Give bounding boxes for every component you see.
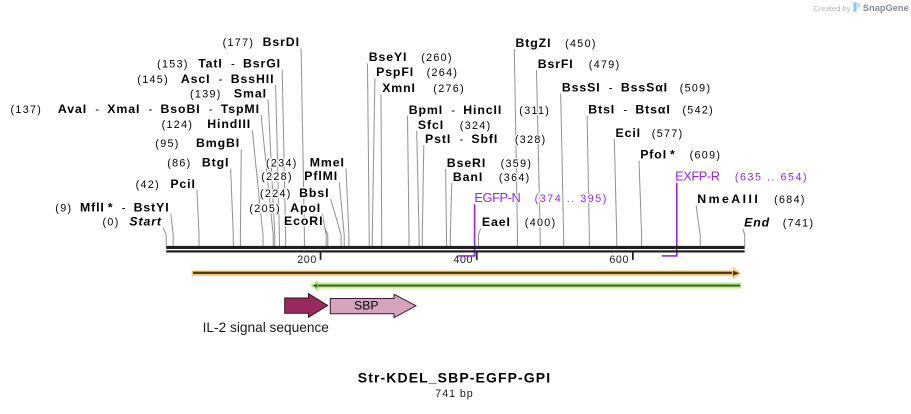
svg-text:(139): (139) [190, 89, 222, 101]
svg-text:PciI: PciI [170, 177, 195, 191]
svg-text:(450): (450) [565, 38, 597, 50]
svg-text:SfcI: SfcI [418, 118, 444, 132]
svg-text:600: 600 [609, 254, 629, 266]
svg-text:(741): (741) [783, 217, 815, 229]
svg-text:ApoI: ApoI [290, 201, 321, 215]
svg-text:(0): (0) [103, 216, 120, 228]
svg-text:BmgBI: BmgBI [196, 136, 240, 150]
svg-text:BbsI: BbsI [299, 186, 329, 200]
svg-text:BtgZI: BtgZI [516, 36, 552, 50]
svg-text:(124): (124) [162, 119, 194, 131]
svg-text:EciI: EciI [616, 126, 641, 140]
svg-text:BseRI: BseRI [447, 156, 486, 170]
svg-text:(400): (400) [525, 217, 557, 229]
svg-text:SmaI: SmaI [234, 87, 267, 101]
svg-text:(311): (311) [519, 105, 550, 117]
svg-text:End: End [744, 215, 770, 229]
svg-text:MmeI: MmeI [310, 155, 345, 169]
svg-text:(205): (205) [249, 203, 281, 215]
svg-text:BsrFI: BsrFI [538, 57, 574, 71]
svg-text:Str-KDEL_SBP-EGFP-GPI: Str-KDEL_SBP-EGFP-GPI [358, 369, 551, 385]
svg-text:PspFI: PspFI [376, 65, 414, 79]
svg-text:(153): (153) [157, 59, 189, 71]
svg-text:(42): (42) [136, 179, 160, 191]
svg-text:Created by: Created by [813, 4, 850, 13]
svg-text:EXFP-R: EXFP-R [675, 169, 720, 184]
svg-text:MflI*-BstYI: MflI * - BstYI [80, 201, 170, 215]
svg-text:741 bp: 741 bp [435, 388, 473, 400]
svg-text:(276): (276) [433, 83, 465, 95]
svg-text:AvaI-XmaI-BsoBI-TspMI: AvaI - XmaI - BsoBI - TspMI [58, 102, 260, 116]
svg-text:(264): (264) [427, 67, 459, 79]
svg-text:BtgI: BtgI [202, 155, 230, 169]
svg-text:(95): (95) [155, 138, 179, 150]
svg-text:400: 400 [453, 254, 473, 266]
svg-text:(86): (86) [167, 157, 191, 169]
svg-text:200: 200 [297, 254, 317, 266]
svg-text:SBP: SBP [354, 298, 378, 312]
svg-text:BanI: BanI [453, 170, 483, 184]
svg-text:XmnI: XmnI [382, 81, 416, 95]
svg-text:(260): (260) [421, 52, 453, 64]
svg-text:(328): (328) [515, 134, 547, 146]
svg-text:(324): (324) [460, 120, 492, 132]
svg-text:PfoI*: PfoI * [640, 147, 676, 161]
svg-text:EcoRI: EcoRI [284, 214, 323, 228]
svg-text:BseYI: BseYI [369, 50, 408, 64]
svg-text:PstI-SbfI: PstI - SbfI [425, 132, 498, 146]
svg-text:(364): (364) [499, 172, 531, 184]
svg-text:(228): (228) [261, 171, 293, 183]
svg-text:(9): (9) [55, 203, 72, 215]
svg-text:IL-2 signal sequence: IL-2 signal sequence [203, 320, 329, 335]
svg-text:HindIII: HindIII [207, 117, 251, 131]
svg-text:Start: Start [129, 214, 162, 228]
svg-text:AscI-BssHII: AscI - BssHII [181, 72, 274, 86]
svg-text:TatI-BsrGI: TatI - BsrGI [198, 57, 281, 71]
svg-text:(234): (234) [266, 157, 298, 169]
svg-text:(359): (359) [501, 158, 533, 170]
svg-text:BpmI-HincII: BpmI - HincII [409, 103, 502, 117]
svg-text:(137): (137) [11, 104, 43, 116]
svg-text:(609): (609) [690, 149, 722, 161]
svg-text:(542): (542) [682, 105, 714, 117]
svg-text:(145): (145) [137, 74, 169, 86]
svg-text:(509): (509) [680, 82, 712, 94]
svg-text:EGFP-N: EGFP-N [474, 190, 520, 205]
svg-text:(374 .. 395): (374 .. 395) [535, 193, 608, 205]
svg-text:(577): (577) [652, 128, 684, 140]
svg-text:SnapGene: SnapGene [863, 3, 909, 13]
svg-text:BtsI-BtsαI: BtsI - BtsαI [588, 103, 670, 117]
svg-text:(224): (224) [260, 188, 292, 200]
svg-text:(684): (684) [774, 194, 806, 206]
svg-text:BsrDI: BsrDI [263, 35, 300, 49]
svg-text:(479): (479) [589, 59, 621, 71]
svg-text:EaeI: EaeI [482, 215, 511, 229]
svg-text:NmeAIII: NmeAIII [697, 192, 760, 206]
svg-text:PflMI: PflMI [304, 169, 338, 183]
svg-text:(635 .. 654): (635 .. 654) [735, 172, 808, 184]
svg-text:BssSI-BssSαI: BssSI - BssSαI [562, 80, 668, 94]
svg-text:(177): (177) [223, 37, 255, 49]
